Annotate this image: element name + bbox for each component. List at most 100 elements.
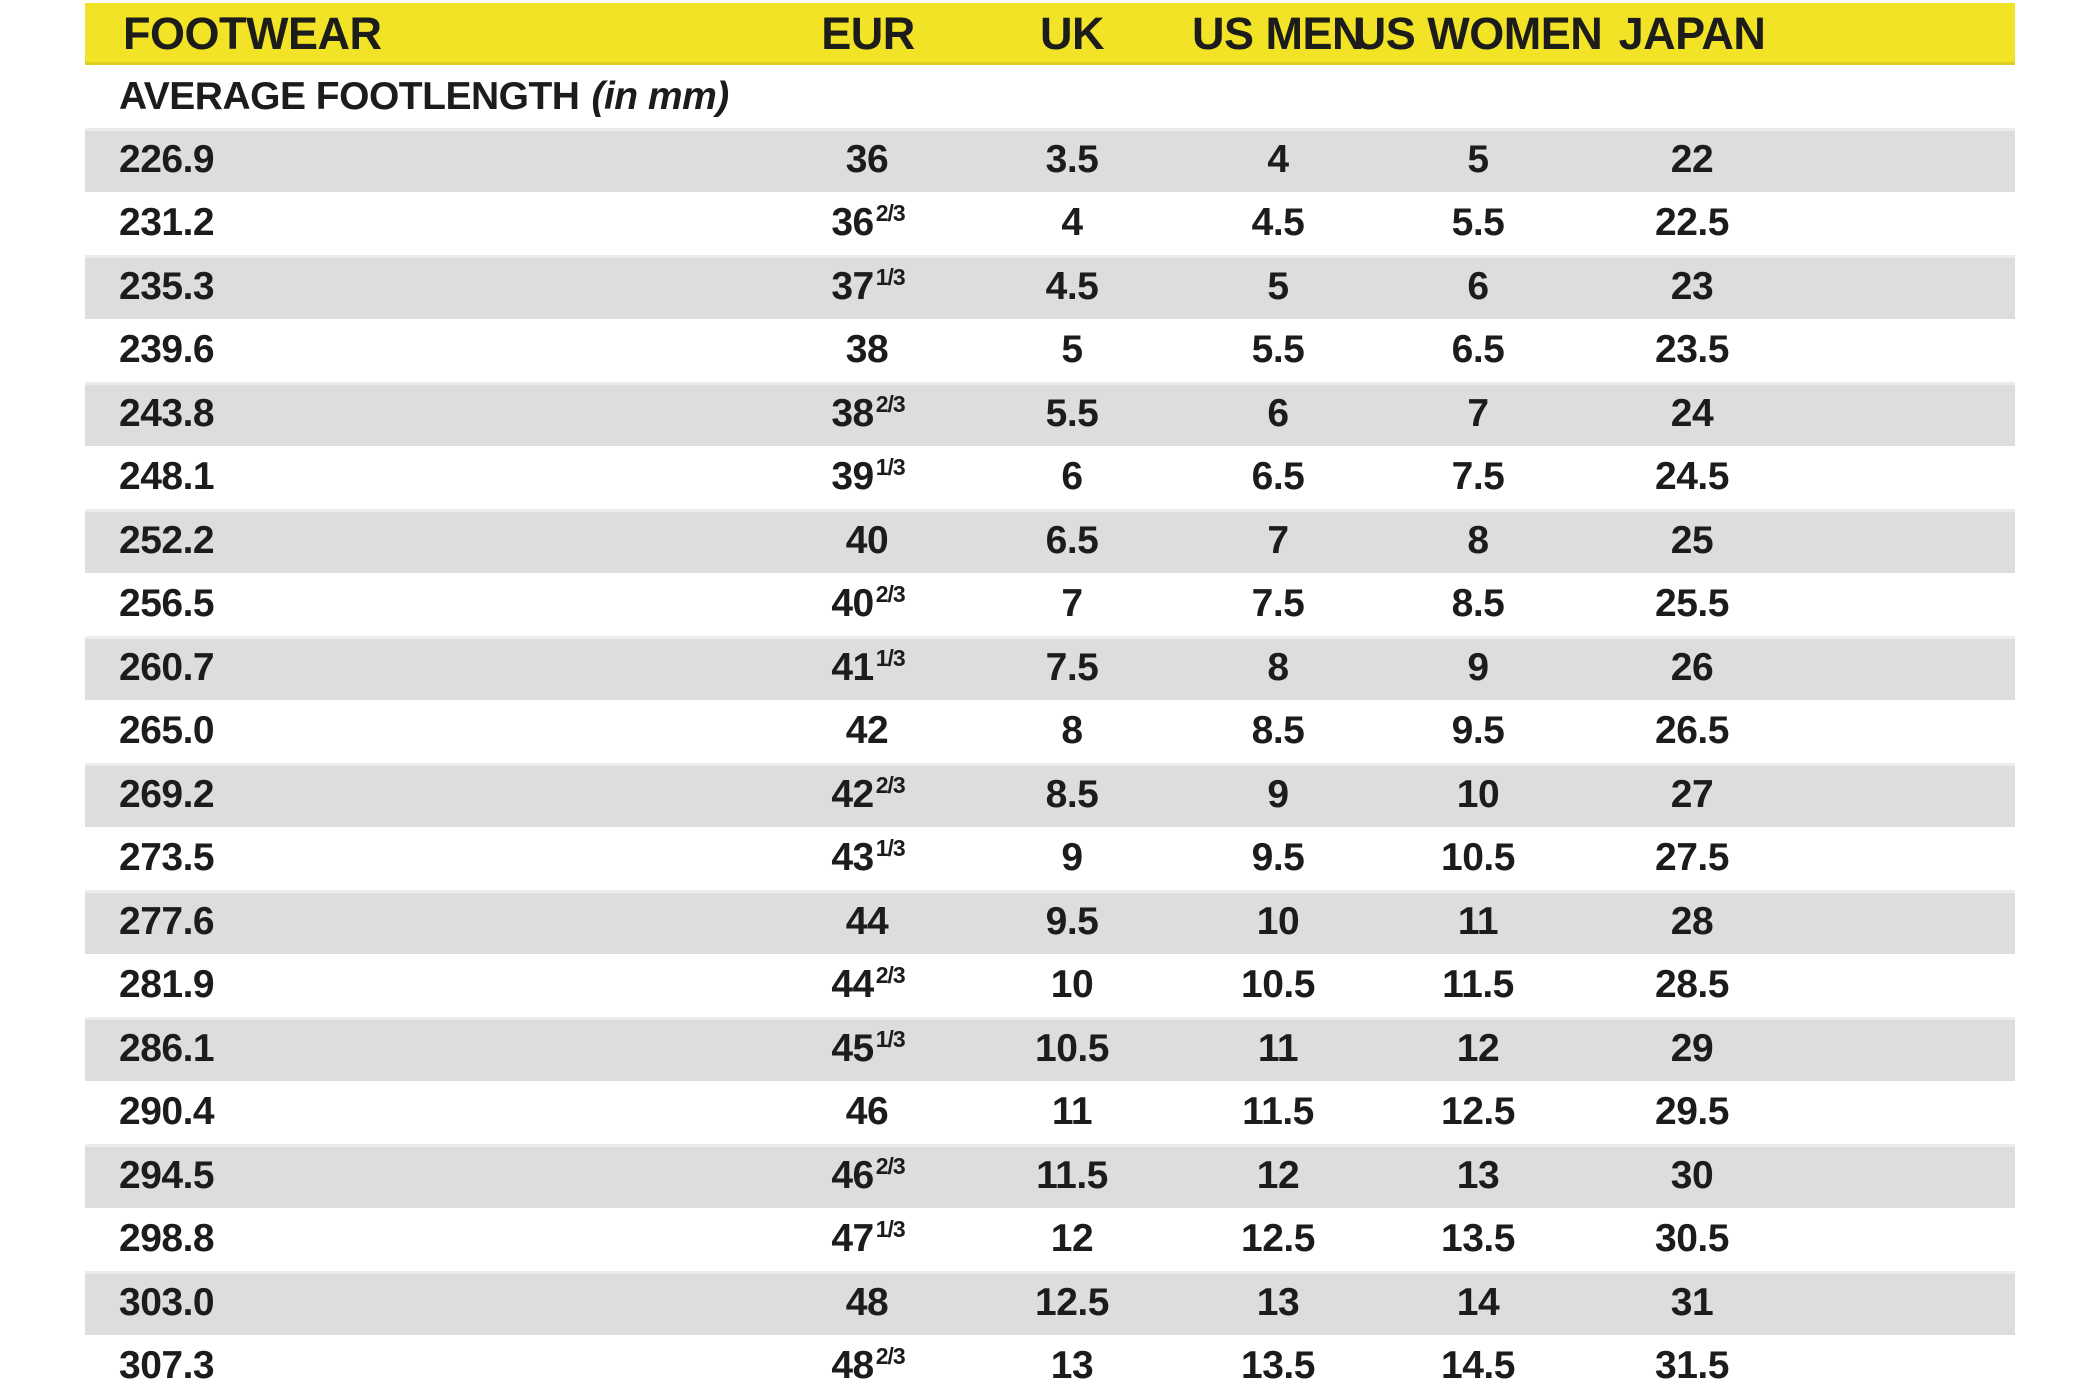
- footlength-cell: 243.8: [85, 382, 765, 446]
- footlength-value: 290.4: [119, 1090, 215, 1134]
- japan-cell: 24.5: [1573, 446, 1811, 510]
- us-women-value: 9: [1467, 645, 1489, 689]
- row-spacer: [1811, 1208, 2015, 1272]
- us-women-cell: 13.5: [1383, 1208, 1573, 1272]
- footlength-value: 273.5: [119, 836, 215, 880]
- japan-value: 25.5: [1655, 582, 1729, 626]
- eur-value: 38: [846, 328, 890, 372]
- uk-value: 7: [1061, 582, 1083, 626]
- footlength-value: 277.6: [119, 899, 215, 943]
- uk-value: 12: [1050, 1217, 1094, 1261]
- column-header-us-women-label: US WOMEN: [1353, 8, 1603, 59]
- table-row: 273.5 431/3 9 9.5 10.5 27.5: [85, 826, 2015, 890]
- uk-value: 3.5: [1045, 137, 1099, 181]
- us-women-cell: 11.5: [1383, 954, 1573, 1018]
- eur-whole: 37: [831, 264, 874, 308]
- japan-cell: 25: [1573, 509, 1811, 573]
- eur-cell: 382/3: [765, 382, 971, 446]
- uk-value: 11: [1051, 1090, 1093, 1134]
- table-row: 248.1 391/3 6 6.5 7.5 24.5: [85, 445, 2015, 510]
- eur-cell: 462/3: [765, 1144, 971, 1208]
- footlength-cell: 239.6: [85, 319, 765, 383]
- us-women-value: 13.5: [1441, 1217, 1515, 1261]
- column-header-uk-label: UK: [1040, 8, 1105, 59]
- eur-whole: 40: [831, 582, 874, 626]
- footlength-value: 231.2: [119, 201, 215, 245]
- japan-cell: 31.5: [1573, 1335, 1811, 1399]
- table-row: 252.2 40 6.5 7 8 25: [85, 509, 2015, 573]
- uk-value: 6.5: [1045, 518, 1099, 562]
- table-row: 256.5 402/3 7 7.5 8.5 25.5: [85, 572, 2015, 637]
- eur-whole: 48: [831, 1344, 874, 1388]
- row-spacer: [1811, 954, 2015, 1018]
- uk-cell: 12: [971, 1208, 1173, 1272]
- row-spacer: [1811, 1017, 2015, 1081]
- us-women-cell: 6: [1383, 255, 1573, 319]
- footlength-value: 286.1: [119, 1026, 215, 1070]
- japan-value: 27: [1670, 772, 1714, 816]
- us-women-value: 8.5: [1451, 582, 1505, 626]
- table-row: 290.4 46 11 11.5 12.5 29.5: [85, 1080, 2015, 1145]
- row-spacer: [1811, 192, 2015, 256]
- us-men-value: 4: [1267, 137, 1289, 181]
- eur-cell: 451/3: [765, 1017, 971, 1081]
- us-women-cell: 9.5: [1383, 700, 1573, 764]
- uk-cell: 5.5: [971, 382, 1173, 446]
- table-row: 239.6 38 5 5.5 6.5 23.5: [85, 318, 2015, 383]
- footlength-value: 260.7: [119, 645, 215, 689]
- eur-fraction: 2/3: [875, 581, 906, 608]
- eur-value: 44: [846, 900, 890, 944]
- us-men-cell: 7.5: [1173, 573, 1383, 637]
- table-row: 277.6 44 9.5 10 11 28: [85, 890, 2015, 954]
- uk-value: 7.5: [1045, 645, 1099, 689]
- japan-cell: 29.5: [1573, 1081, 1811, 1145]
- us-women-cell: 8: [1383, 509, 1573, 573]
- eur-fraction: 2/3: [875, 390, 906, 417]
- footlength-cell: 269.2: [85, 763, 765, 827]
- japan-value: 30.5: [1655, 1217, 1729, 1261]
- eur-fraction: 2/3: [875, 1343, 906, 1370]
- eur-whole: 38: [845, 328, 889, 372]
- table-row: 260.7 411/3 7.5 8 9 26: [85, 636, 2015, 700]
- us-women-cell: 14: [1383, 1271, 1573, 1335]
- footlength-cell: 248.1: [85, 446, 765, 510]
- us-men-value: 9: [1267, 772, 1289, 816]
- japan-cell: 22.5: [1573, 192, 1811, 256]
- table-row: 226.9 36 3.5 4 5 22: [85, 128, 2015, 192]
- japan-value: 24: [1670, 391, 1714, 435]
- us-men-cell: 5.5: [1173, 319, 1383, 383]
- us-women-cell: 7.5: [1383, 446, 1573, 510]
- row-spacer: [1811, 319, 2015, 383]
- us-women-value: 12.5: [1441, 1090, 1515, 1134]
- eur-cell: 482/3: [765, 1335, 971, 1399]
- column-header-japan: JAPAN: [1573, 3, 1811, 65]
- row-spacer: [1811, 1335, 2015, 1399]
- eur-value: 462/3: [831, 1154, 905, 1198]
- japan-cell: 29: [1573, 1017, 1811, 1081]
- subheader-label: AVERAGE FOOTLENGTH: [119, 74, 580, 118]
- us-men-cell: 10: [1173, 890, 1383, 954]
- us-men-value: 12.5: [1241, 1217, 1315, 1261]
- row-spacer: [1811, 255, 2015, 319]
- eur-whole: 40: [845, 518, 889, 562]
- table-body: 226.9 36 3.5 4 5 22 231.2 362/3 4 4.5: [85, 128, 2015, 1398]
- uk-cell: 6: [971, 446, 1173, 510]
- us-women-value: 11: [1457, 899, 1499, 943]
- us-women-cell: 14.5: [1383, 1335, 1573, 1399]
- eur-whole: 43: [831, 836, 874, 880]
- eur-value: 371/3: [831, 264, 905, 309]
- us-men-value: 12: [1256, 1153, 1300, 1197]
- eur-value: 382/3: [831, 390, 906, 436]
- uk-cell: 4: [971, 192, 1173, 256]
- footlength-value: 294.5: [119, 1153, 215, 1197]
- us-men-cell: 11.5: [1173, 1081, 1383, 1145]
- eur-cell: 402/3: [765, 573, 971, 637]
- japan-value: 23.5: [1655, 328, 1729, 372]
- japan-value: 31.5: [1655, 1344, 1729, 1388]
- uk-value: 8.5: [1045, 772, 1099, 816]
- japan-value: 29.5: [1655, 1090, 1729, 1134]
- uk-cell: 11: [971, 1081, 1173, 1145]
- us-women-value: 10: [1456, 772, 1500, 816]
- table-row: 298.8 471/3 12 12.5 13.5 30.5: [85, 1207, 2015, 1272]
- uk-value: 12.5: [1035, 1280, 1109, 1324]
